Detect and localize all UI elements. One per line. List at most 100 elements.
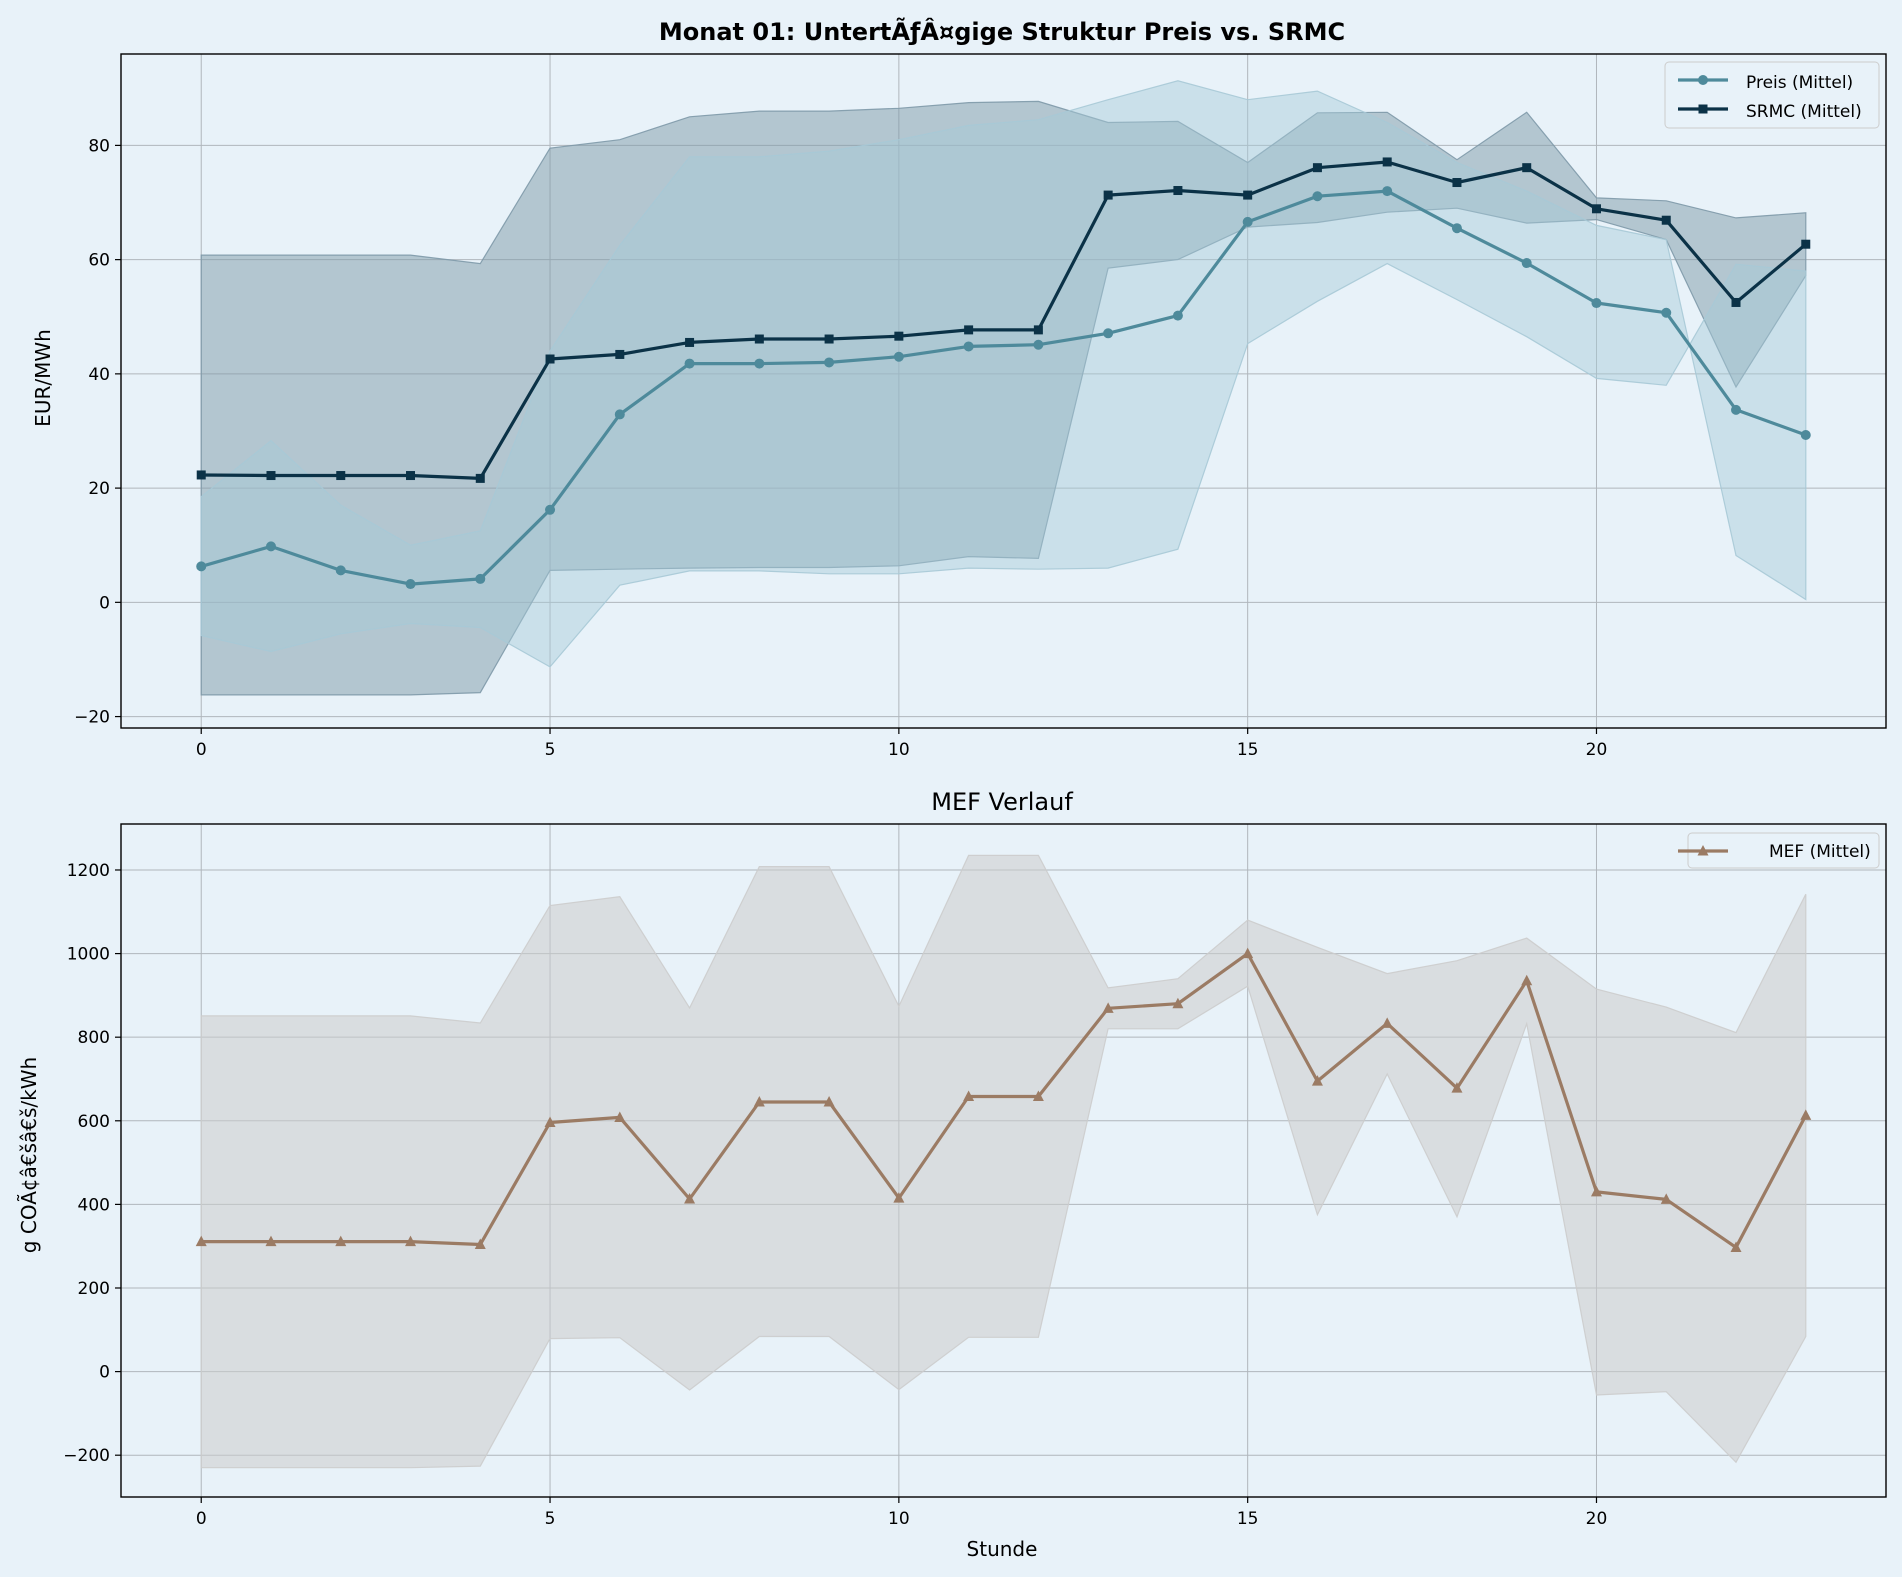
- mef-point: [544, 1116, 556, 1127]
- srmc-point: [1661, 215, 1671, 225]
- mef-xlabel: Stunde: [967, 1537, 1038, 1561]
- tick-labels: 0 5 10 15 20 −200 0 200 400 600 800 1000 1200: [63, 861, 1607, 1529]
- mef-point: [1381, 1017, 1393, 1028]
- y-tick-label: 1200: [67, 861, 110, 881]
- axes-frame: [120, 823, 1887, 1498]
- preis-point: [1800, 429, 1811, 440]
- price-srmc-ylabel: EUR/MWh: [31, 329, 55, 427]
- x-tick-label: 20: [1586, 1509, 1608, 1529]
- x-tick-label: 20: [1586, 740, 1608, 760]
- y-tick-label: 20: [88, 479, 110, 499]
- mef-title: MEF Verlauf: [931, 788, 1073, 816]
- mef-point: [405, 1235, 417, 1247]
- srmc-point: [1591, 204, 1601, 214]
- x-tick-label: 15: [1237, 740, 1259, 760]
- srmc-point: [894, 331, 904, 341]
- mef-point: [1242, 947, 1254, 959]
- y-tick-label: −200: [63, 1446, 110, 1466]
- preis-point: [614, 409, 625, 420]
- preis-point: [893, 351, 904, 362]
- mef-point: [684, 1192, 696, 1204]
- mef-point: [195, 1235, 207, 1247]
- y-tick-label: 0: [99, 593, 110, 613]
- mef-point: [1311, 1075, 1323, 1086]
- srmc-point: [1243, 190, 1253, 200]
- mef-point: [1172, 997, 1184, 1009]
- legend-marker-mef: [1697, 845, 1709, 856]
- preis-point: [545, 504, 556, 515]
- srmc-point: [1522, 163, 1532, 173]
- srmc-point: [1103, 190, 1113, 200]
- tick-labels: 0 5 10 15 20 −20 0 20 40 60 80: [74, 136, 1607, 760]
- y-tick-label: −20: [74, 708, 110, 728]
- preis-point: [1661, 307, 1672, 318]
- mef-point: [1521, 974, 1533, 986]
- mef-line: [201, 951, 1808, 1250]
- srmc-point: [406, 471, 416, 481]
- mef-point: [963, 1090, 975, 1102]
- srmc-point: [964, 325, 974, 335]
- y-tick-label: 200: [78, 1279, 110, 1299]
- price-srmc-title: Monat 01: UntertÃƒÂ¤gige Struktur Preis …: [659, 17, 1345, 46]
- preis-point: [1033, 339, 1044, 350]
- srmc-point: [754, 334, 764, 344]
- mef-legend: MEF (Mittel): [1678, 832, 1880, 869]
- mef-point: [893, 1192, 905, 1203]
- x-tick-label: 10: [888, 740, 910, 760]
- preis-point: [1172, 310, 1183, 321]
- srmc-point: [545, 354, 555, 364]
- mef-point: [474, 1238, 486, 1250]
- mef-point: [1102, 1002, 1114, 1013]
- srmc-point: [1312, 163, 1322, 173]
- srmc-point: [1382, 157, 1392, 167]
- x-tick-label: 0: [196, 1509, 207, 1529]
- y-tick-label: 800: [78, 1028, 110, 1048]
- srmc-point: [824, 334, 834, 344]
- srmc-point: [1801, 239, 1811, 249]
- preis-band: [200, 80, 1807, 668]
- legend-marker-preis: [1698, 75, 1708, 85]
- y-tick-label: 60: [88, 251, 110, 271]
- preis-point: [1312, 191, 1323, 202]
- preis-point: [684, 358, 695, 369]
- srmc-point: [475, 473, 485, 483]
- mef-band: [200, 854, 1807, 1469]
- legend-entry-srmc-label: SRMC (Mittel): [1746, 102, 1862, 122]
- mef-point: [753, 1095, 765, 1107]
- legend-entry-preis-label: Preis (Mittel): [1746, 73, 1853, 93]
- mef-point: [823, 1095, 835, 1107]
- mef-point: [335, 1235, 347, 1247]
- srmc-point: [1731, 297, 1741, 307]
- preis-point: [1731, 404, 1742, 415]
- srmc-point: [266, 471, 276, 481]
- plot-area: [121, 54, 1886, 728]
- preis-point: [963, 341, 974, 352]
- srmc-point: [685, 337, 695, 347]
- mef-panel: MEF Verlauf g COÃ¢â€šâ€š/kWh Stunde MEF …: [17, 788, 1887, 1561]
- srmc-point: [1033, 325, 1043, 335]
- preis-point: [335, 565, 346, 576]
- preis-point: [1103, 328, 1114, 339]
- mef-point: [1800, 1109, 1812, 1120]
- legend-marker-srmc: [1698, 104, 1708, 114]
- x-tick-label: 0: [196, 740, 207, 760]
- mef-point: [614, 1111, 626, 1122]
- preis-point: [1382, 186, 1393, 197]
- preis-point: [475, 573, 486, 584]
- preis-point: [1451, 223, 1462, 234]
- mef-point: [1590, 1185, 1602, 1197]
- x-tick-label: 15: [1237, 1509, 1259, 1529]
- preis-point: [405, 579, 416, 590]
- preis-line: [200, 189, 1807, 586]
- x-tick-label: 10: [888, 1509, 910, 1529]
- preis-point: [196, 561, 207, 572]
- y-tick-label: 400: [78, 1195, 110, 1215]
- legend-entry-mef-label: MEF (Mittel): [1769, 842, 1871, 862]
- preis-point: [1521, 258, 1532, 269]
- mef-point: [1451, 1082, 1463, 1093]
- y-tick-label: 600: [78, 1112, 110, 1132]
- srmc-point: [1452, 178, 1462, 188]
- mef-ylabel: g COÃ¢â€šâ€š/kWh: [17, 1057, 41, 1253]
- srmc-point: [336, 471, 346, 481]
